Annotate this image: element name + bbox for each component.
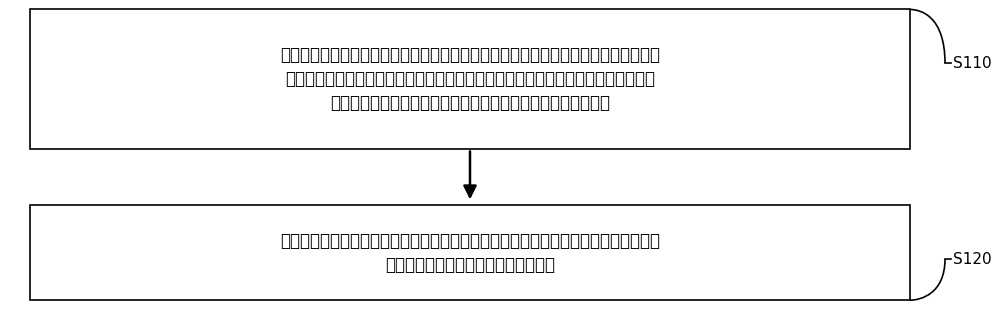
Text: 根据所述有机碳含量的变化趋势与所述干酪根最高裂解峰参数的变化趋势，确定所述已: 根据所述有机碳含量的变化趋势与所述干酪根最高裂解峰参数的变化趋势，确定所述已 <box>280 232 660 250</box>
Text: 第一深度地层中各泥岩样品的干酪根最高裂解峰参数的变化趋势: 第一深度地层中各泥岩样品的干酪根最高裂解峰参数的变化趋势 <box>330 94 610 112</box>
FancyBboxPatch shape <box>30 205 910 300</box>
FancyBboxPatch shape <box>30 9 910 149</box>
Text: 井段第一深度地层中各泥岩样品的有机碳含量的变化趋势，以及，确定所述已钻井段: 井段第一深度地层中各泥岩样品的有机碳含量的变化趋势，以及，确定所述已钻井段 <box>285 70 655 88</box>
Text: 钻井段第一深度地层中的地层超压类别: 钻井段第一深度地层中的地层超压类别 <box>385 256 555 274</box>
Text: S110: S110 <box>953 56 992 71</box>
Text: 根据随钻过程中已钻井段第一深度地层中各泥岩样品的岩石热解录井数据确定所述已钻: 根据随钻过程中已钻井段第一深度地层中各泥岩样品的岩石热解录井数据确定所述已钻 <box>280 46 660 64</box>
Text: S120: S120 <box>953 252 992 267</box>
